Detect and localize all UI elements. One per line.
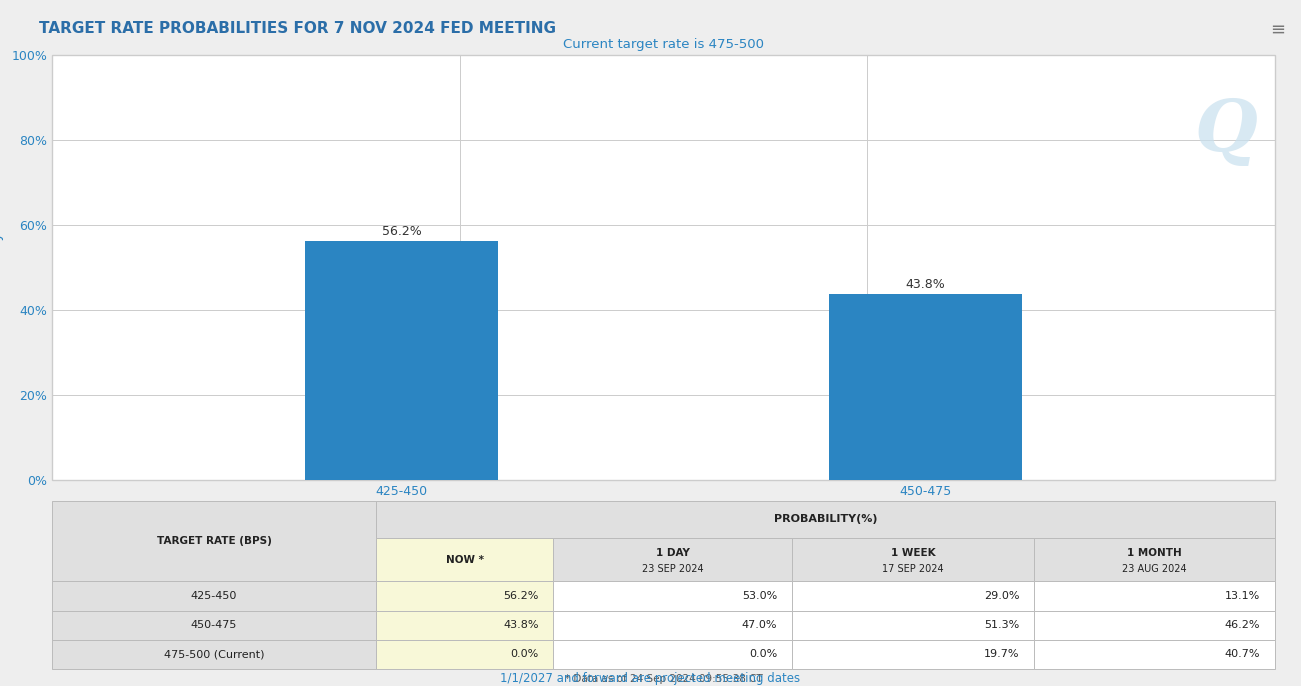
Bar	[1034, 582, 1275, 611]
Bar	[1034, 611, 1275, 640]
Text: 17 SEP 2024: 17 SEP 2024	[882, 564, 943, 574]
Text: 425-450: 425-450	[191, 591, 237, 601]
Text: 0.0%: 0.0%	[510, 649, 539, 659]
Bar	[553, 611, 792, 640]
Text: 56.2%: 56.2%	[381, 225, 422, 238]
Text: 23 SEP 2024: 23 SEP 2024	[641, 564, 704, 574]
Text: 475-500 (Current): 475-500 (Current)	[164, 649, 264, 659]
Text: 1 MONTH: 1 MONTH	[1127, 548, 1181, 558]
Text: 1/1/2027 and forward are projected meeting dates: 1/1/2027 and forward are projected meeti…	[501, 672, 800, 685]
Text: 43.8%: 43.8%	[905, 278, 946, 290]
Bar	[553, 582, 792, 611]
Text: 43.8%: 43.8%	[503, 620, 539, 630]
Bar	[52, 611, 376, 640]
Bar	[553, 538, 792, 582]
Bar	[306, 241, 497, 480]
Bar	[52, 55, 1275, 480]
Text: 47.0%: 47.0%	[742, 620, 777, 630]
Text: Q: Q	[1194, 96, 1258, 167]
Title: Current target rate is 475-500: Current target rate is 475-500	[563, 38, 764, 51]
Text: 13.1%: 13.1%	[1226, 591, 1261, 601]
Text: 19.7%: 19.7%	[984, 649, 1020, 659]
Text: ≡: ≡	[1270, 21, 1285, 38]
Bar	[1034, 538, 1275, 582]
Bar	[792, 611, 1034, 640]
Bar	[376, 582, 553, 611]
Bar	[52, 640, 376, 669]
Bar	[1034, 640, 1275, 669]
Bar	[52, 501, 376, 582]
Text: 40.7%: 40.7%	[1224, 649, 1261, 659]
Bar	[376, 640, 553, 669]
Bar	[376, 501, 1275, 538]
Text: 1 DAY: 1 DAY	[656, 548, 690, 558]
Text: 46.2%: 46.2%	[1224, 620, 1261, 630]
Y-axis label: Probability: Probability	[0, 230, 3, 305]
Bar	[52, 582, 376, 611]
Text: PROBABILITY(%): PROBABILITY(%)	[774, 514, 877, 524]
Text: 56.2%: 56.2%	[503, 591, 539, 601]
Text: 23 AUG 2024: 23 AUG 2024	[1123, 564, 1187, 574]
Text: NOW *: NOW *	[446, 554, 484, 565]
X-axis label: Target Rate (in bps): Target Rate (in bps)	[595, 504, 732, 518]
Bar	[792, 640, 1034, 669]
Bar	[376, 611, 553, 640]
Bar	[830, 294, 1021, 480]
Text: * Data as of 24 Sep 2024 09:55:38 CT: * Data as of 24 Sep 2024 09:55:38 CT	[565, 674, 762, 684]
Bar	[792, 538, 1034, 582]
Bar	[792, 582, 1034, 611]
Text: 450-475: 450-475	[191, 620, 237, 630]
Bar	[376, 538, 553, 582]
Text: 0.0%: 0.0%	[749, 649, 777, 659]
Text: TARGET RATE PROBABILITIES FOR 7 NOV 2024 FED MEETING: TARGET RATE PROBABILITIES FOR 7 NOV 2024…	[39, 21, 556, 36]
Text: 29.0%: 29.0%	[984, 591, 1020, 601]
Text: 53.0%: 53.0%	[742, 591, 777, 601]
Text: 51.3%: 51.3%	[984, 620, 1020, 630]
Text: 1 WEEK: 1 WEEK	[891, 548, 935, 558]
Text: TARGET RATE (BPS): TARGET RATE (BPS)	[156, 536, 272, 546]
Bar	[553, 640, 792, 669]
